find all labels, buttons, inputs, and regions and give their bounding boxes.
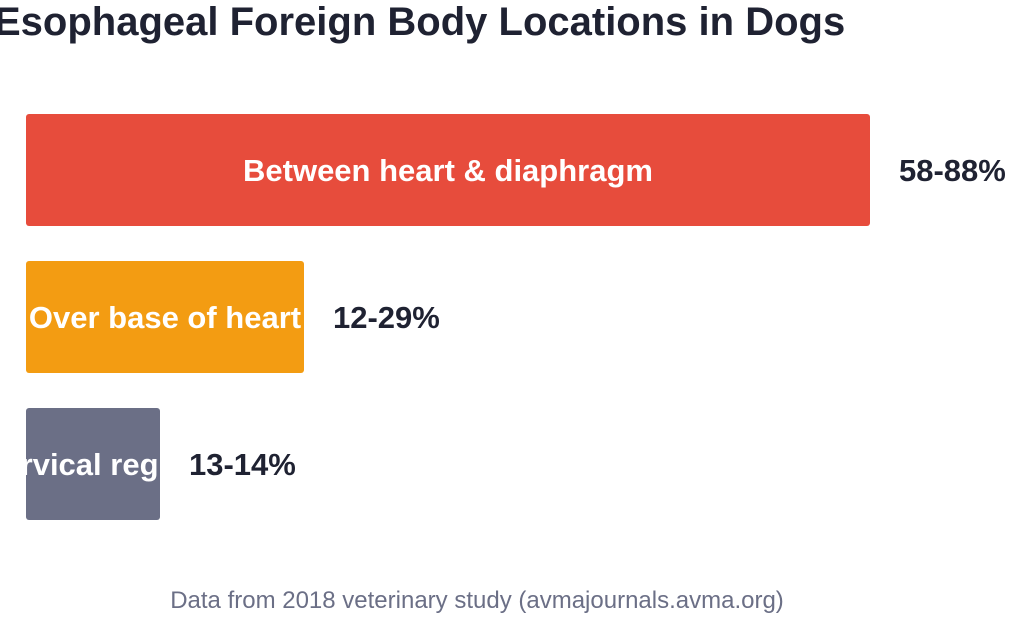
bar-1 — [26, 261, 304, 373]
value-label-1: 12-29% — [333, 300, 440, 335]
bar-0 — [26, 114, 870, 226]
bar-label-0: Between heart & diaphragm — [243, 153, 653, 188]
value-label-2: 13-14% — [189, 447, 296, 482]
bar-2 — [26, 408, 160, 520]
value-label-0: 58-88% — [899, 153, 1006, 188]
bar-label-1: Over base of heart — [29, 300, 301, 335]
chart-title: Esophageal Foreign Body Locations in Dog… — [0, 0, 846, 44]
bar-label-2: Cervical region — [0, 447, 205, 482]
source-footnote: Data from 2018 veterinary study (avmajou… — [170, 587, 784, 614]
